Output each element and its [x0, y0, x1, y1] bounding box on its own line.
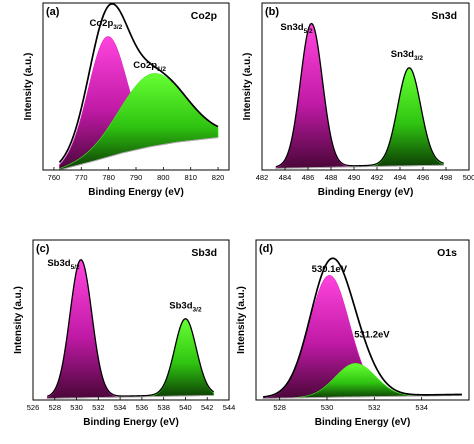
y-axis-title: Intensity (a.u.): [242, 53, 253, 121]
peak-label-main: Co2p: [90, 18, 114, 29]
panel-d-o1s: 528 530 532 534 Binding Energy (eV) Intensity…: [236, 239, 470, 428]
x-tick-label: 760: [48, 173, 61, 182]
peak-label-main: 530.1eV: [312, 264, 348, 275]
peak-2-label: Co2p1/2: [133, 60, 166, 73]
element-label: Sn3d: [431, 10, 457, 22]
peak-label-main: Sn3d: [391, 49, 414, 60]
peak-label-main: Co2p: [133, 60, 157, 71]
x-tick-label: 528: [49, 403, 62, 412]
x-tick-label: 540: [179, 403, 192, 412]
x-tick-label: 490: [348, 173, 361, 182]
x-tick-label: 542: [201, 403, 214, 412]
peak-label-subscript: 3/2: [113, 24, 122, 31]
x-tick-label: 494: [394, 173, 407, 182]
peak-2-label: 531.2eV: [354, 330, 390, 341]
background-line: [47, 394, 214, 399]
x-tick-label: 780: [102, 173, 115, 182]
x-tick-label: 532: [92, 403, 105, 412]
panel-b-sn3d: 482 484 486 488 490 492 494 496 498 500 Binding En…: [242, 2, 474, 198]
x-tick-label: 810: [184, 173, 197, 182]
peak-label-main: Sb3d: [47, 258, 70, 269]
envelope-line: [58, 2, 219, 163]
x-tick-label: 482: [256, 173, 269, 182]
x-tick-label: 530: [321, 403, 334, 412]
background-line: [59, 137, 219, 171]
x-tick-label: 526: [27, 403, 40, 412]
peak-2-label: Sn3d3/2: [391, 49, 424, 62]
y-axis-title: Intensity (a.u.): [236, 286, 247, 354]
x-tick-label: 500: [463, 173, 474, 182]
panel-label: (b): [265, 6, 279, 18]
x-tick-label: 528: [273, 403, 286, 412]
plot-frame: [261, 2, 470, 171]
x-tick-label: 486: [302, 173, 315, 182]
peak-label-main: Sn3d: [280, 22, 303, 33]
peak-label-subscript: 5/2: [71, 264, 80, 271]
element-label: O1s: [437, 247, 457, 259]
panel-label: (d): [259, 243, 273, 255]
plot-frame: [255, 239, 470, 401]
x-axis-title: Binding Energy (eV): [88, 187, 184, 198]
x-axis-title: Binding Energy (eV): [83, 417, 179, 428]
background-line: [275, 164, 444, 169]
element-label: Co2p: [191, 10, 217, 22]
x-tick-label: 484: [279, 173, 292, 182]
x-tick-label: 488: [325, 173, 338, 182]
x-tick-label: 498: [440, 173, 453, 182]
x-tick-label: 532: [368, 403, 381, 412]
x-tick-label: 800: [157, 173, 170, 182]
x-axis-title: Binding Energy (eV): [318, 187, 414, 198]
x-tick-label: 538: [157, 403, 170, 412]
peak-label-subscript: 5/2: [304, 28, 313, 35]
x-tick-label: 536: [136, 403, 149, 412]
background-line: [263, 394, 462, 399]
panel-label: (c): [36, 243, 50, 255]
envelope-line: [262, 257, 463, 398]
y-axis-title: Intensity (a.u.): [23, 53, 34, 121]
peak-1-label: 530.1eV: [312, 264, 348, 275]
peak-label-main: Sb3d: [169, 301, 192, 312]
peak-label-subscript: 3/2: [193, 307, 202, 314]
peak-label-subscript: 3/2: [414, 55, 423, 62]
x-tick-label: 534: [114, 403, 127, 412]
x-tick-label: 544: [223, 403, 236, 412]
y-axis-title: Intensity (a.u.): [13, 286, 24, 354]
peak-1-label: Sb3d5/2: [47, 258, 80, 271]
peak-1-label: Sn3d5/2: [280, 22, 313, 35]
peak-label-main: 531.2eV: [354, 330, 390, 341]
x-tick-label: 770: [75, 173, 88, 182]
element-label: Sb3d: [191, 247, 217, 259]
envelope-line: [46, 259, 215, 397]
x-tick-label: 496: [417, 173, 430, 182]
plot-frame: [32, 239, 230, 401]
panel-a-co2p: 760 770 780 790 800 810 820 Binding Energy (eV)…: [23, 2, 230, 198]
x-tick-label: 820: [212, 173, 225, 182]
peak-1-label: Co2p3/2: [90, 18, 123, 31]
peak-label-subscript: 1/2: [157, 66, 166, 73]
panel-label: (a): [46, 6, 60, 18]
envelope-line: [275, 22, 444, 168]
x-tick-label: 790: [130, 173, 143, 182]
panel-c-sb3d: 526 528 530 532 534 536 538 540 542 544 Binding En…: [13, 239, 236, 428]
x-tick-label: 530: [70, 403, 83, 412]
peak-2-label: Sb3d3/2: [169, 301, 202, 314]
x-tick-label: 534: [415, 403, 428, 412]
x-tick-label: 492: [371, 173, 384, 182]
x-axis-title: Binding Energy (eV): [315, 417, 411, 428]
